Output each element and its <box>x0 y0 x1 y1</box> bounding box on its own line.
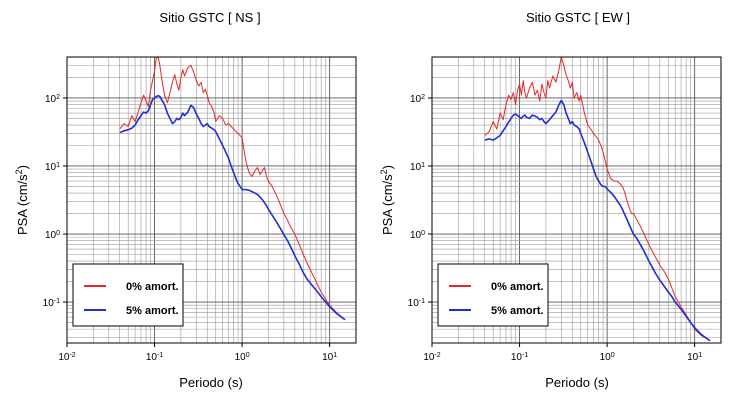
y-tick-label: 101 <box>410 161 425 173</box>
chart-panel-ew: Sitio GSTC [ EW ] 10-2 10-1 100 101 10-1 100… <box>379 10 722 390</box>
y-axis-label: PSA (cm/s2) <box>379 165 395 235</box>
legend-label-0pct: 0% amort. <box>491 281 544 293</box>
legend: 0% amort. 5% amort. <box>72 263 184 327</box>
legend-box <box>72 263 184 327</box>
y-axis-label: PSA (cm/s2) <box>14 165 30 235</box>
series-line-5pct-amort <box>484 99 711 342</box>
x-axis-label: Periodo (s) <box>545 375 609 390</box>
plot-frame <box>431 56 722 344</box>
series-group <box>484 56 711 342</box>
grid-lines <box>66 56 357 343</box>
y-axis-ticks: 10-1 100 101 102 <box>408 93 432 309</box>
series-line-0pct-amort <box>484 56 711 342</box>
x-axis-label: Periodo (s) <box>179 375 243 390</box>
y-tick-label: 101 <box>45 161 60 173</box>
y-tick-label: 102 <box>410 93 425 105</box>
legend-box <box>437 263 549 327</box>
y-axis-ticks: 10-1 100 101 102 <box>43 93 67 309</box>
x-tick-label: 101 <box>322 352 337 364</box>
x-axis-ticks: 10-2 10-1 100 101 <box>423 343 702 363</box>
y-tick-label: 10-1 <box>43 298 60 310</box>
chart-title: Sitio GSTC [ EW ] <box>526 10 630 25</box>
legend-label-5pct: 5% amort. <box>491 305 544 317</box>
series-group <box>119 56 346 321</box>
y-tick-label: 10-1 <box>408 298 425 310</box>
chart-panel-ns: Sitio GSTC [ NS ] 10-2 10-1 100 101 10-1 100… <box>14 10 357 390</box>
y-tick-label: 100 <box>45 230 60 242</box>
plot-frame <box>66 56 357 344</box>
grid-lines <box>431 56 722 343</box>
x-tick-label: 10-2 <box>423 352 440 364</box>
legend: 0% amort. 5% amort. <box>437 263 549 327</box>
y-tick-label: 102 <box>45 93 60 105</box>
series-line-5pct-amort <box>119 94 346 321</box>
x-axis-ticks: 10-2 10-1 100 101 <box>58 343 337 363</box>
x-tick-label: 10-1 <box>511 352 528 364</box>
x-tick-label: 10-1 <box>146 352 163 364</box>
x-tick-label: 100 <box>235 352 250 364</box>
legend-label-0pct: 0% amort. <box>126 281 179 293</box>
y-tick-label: 100 <box>410 230 425 242</box>
x-tick-label: 101 <box>687 352 702 364</box>
series-line-0pct-amort <box>119 56 346 321</box>
x-tick-label: 10-2 <box>58 352 75 364</box>
chart-title: Sitio GSTC [ NS ] <box>159 10 260 25</box>
x-tick-label: 100 <box>600 352 615 364</box>
legend-label-5pct: 5% amort. <box>126 305 179 317</box>
